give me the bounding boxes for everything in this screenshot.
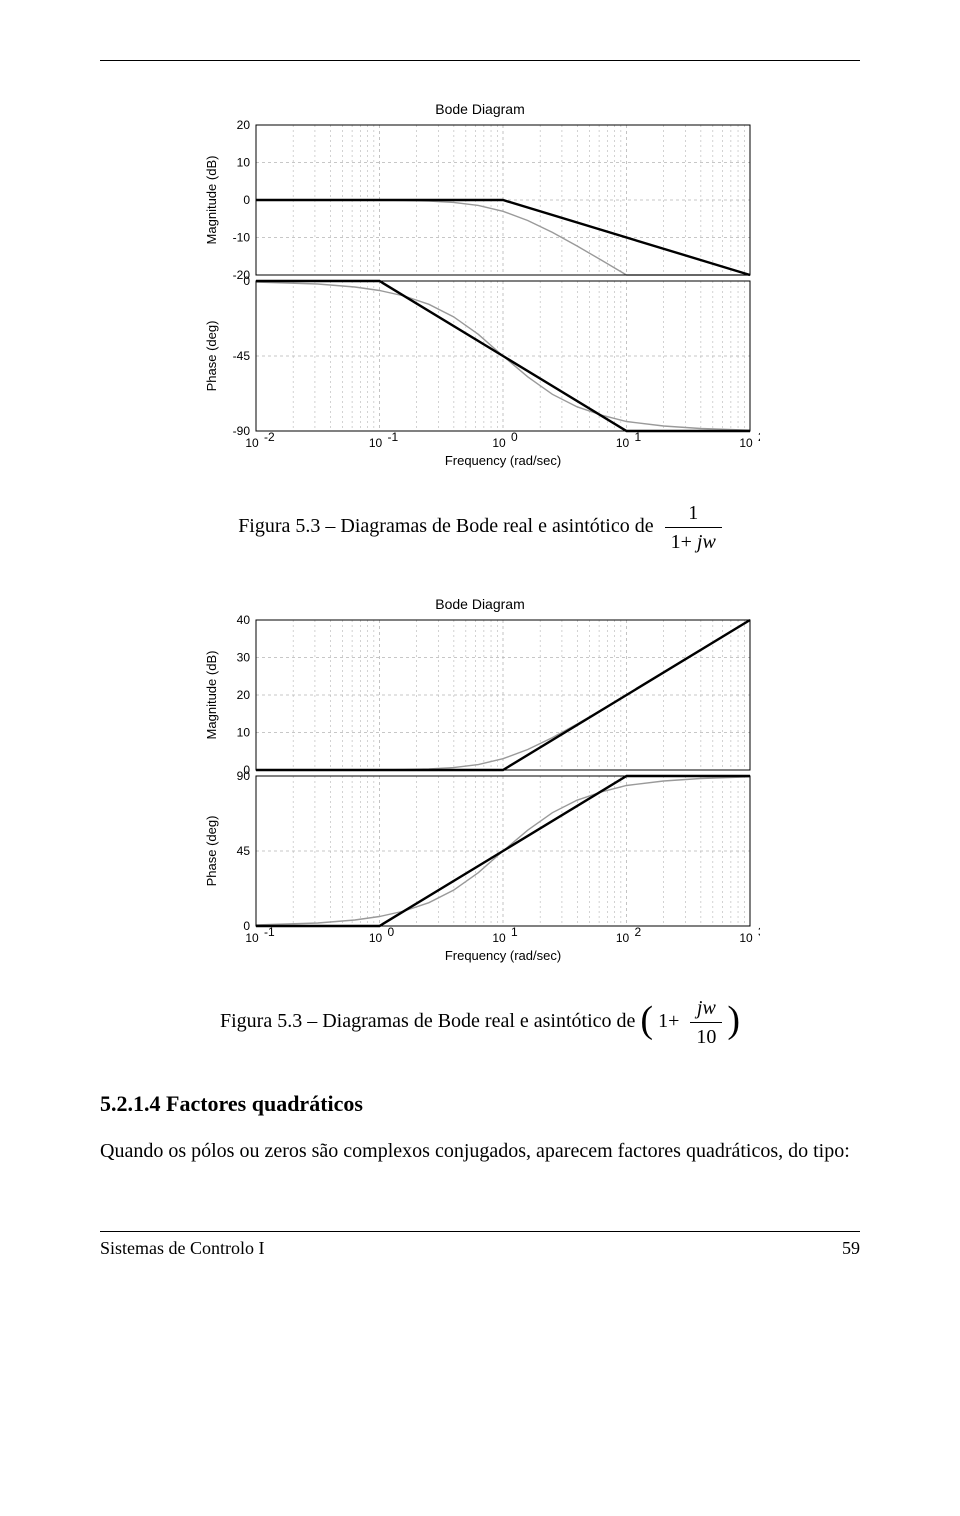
svg-text:2: 2 (635, 925, 642, 939)
page: Bode Diagram 20100-10-20Magnitude (dB)0-… (0, 0, 960, 1299)
caption-2-fraction: jw 10 (690, 994, 722, 1051)
svg-text:Magnitude (dB): Magnitude (dB) (204, 156, 219, 245)
svg-text:Phase (deg): Phase (deg) (204, 816, 219, 887)
section-body: Quando os pólos ou zeros são complexos c… (100, 1131, 860, 1171)
caption-1-fraction: 1 1+ jw (665, 499, 722, 556)
svg-text:0: 0 (511, 430, 518, 444)
caption-1-text: Figura 5.3 – Diagramas de Bode real e as… (238, 515, 653, 537)
svg-text:Magnitude (dB): Magnitude (dB) (204, 651, 219, 740)
caption-2: Figura 5.3 – Diagramas de Bode real e as… (100, 994, 860, 1051)
caption-2-lparen: ( (640, 999, 653, 1041)
svg-text:2: 2 (758, 430, 760, 444)
chart-title-2: Bode Diagram (200, 596, 760, 612)
svg-text:10: 10 (369, 436, 383, 450)
svg-text:10: 10 (492, 931, 506, 945)
svg-text:1: 1 (511, 925, 518, 939)
svg-text:Frequency (rad/sec): Frequency (rad/sec) (445, 948, 561, 963)
svg-text:10: 10 (245, 931, 259, 945)
svg-text:10: 10 (369, 931, 383, 945)
svg-text:10: 10 (739, 931, 753, 945)
footer-right: 59 (842, 1238, 860, 1259)
bode-svg-2: 403020100Magnitude (dB)90450Phase (deg)1… (200, 614, 760, 974)
svg-text:1: 1 (635, 430, 642, 444)
bode-figure-1: Bode Diagram 20 10 0 -10 -2 0 Magnitude (dB) 0 -… (200, 101, 760, 479)
svg-text:0: 0 (243, 274, 250, 288)
caption-1: Figura 5.3 – Diagramas de Bode real e as… (100, 499, 860, 556)
caption-2-expr: 1+ jw 10 (658, 994, 722, 1051)
svg-text:0: 0 (388, 925, 395, 939)
svg-text:45: 45 (237, 844, 251, 858)
svg-text:Frequency (rad/sec): Frequency (rad/sec) (445, 453, 561, 468)
svg-text:-1: -1 (388, 430, 399, 444)
svg-text:90: 90 (237, 769, 251, 783)
svg-text:-2: -2 (264, 430, 275, 444)
chart-title-1: Bode Diagram (200, 101, 760, 117)
svg-text:40: 40 (237, 614, 251, 627)
svg-text:Phase (deg): Phase (deg) (204, 321, 219, 392)
svg-text:0: 0 (243, 193, 250, 207)
svg-text:10: 10 (237, 726, 251, 740)
svg-text:10: 10 (739, 436, 753, 450)
svg-text:-45: -45 (233, 349, 251, 363)
top-rule (100, 60, 860, 61)
svg-text:10: 10 (492, 436, 506, 450)
svg-text:20: 20 (237, 119, 251, 132)
svg-text:20: 20 (237, 688, 251, 702)
svg-text:10: 10 (245, 436, 259, 450)
svg-text:3: 3 (758, 925, 760, 939)
caption-1-numerator: 1 (665, 499, 722, 528)
footer: Sistemas de Controlo I 59 (100, 1238, 860, 1259)
svg-text:10: 10 (237, 156, 251, 170)
bode-svg-1: 20100-10-20Magnitude (dB)0-45-90Phase (d… (200, 119, 760, 479)
bode-figure-2: Bode Diagram 40 30 20 10 0 Magnitude (dB) 90 45… (200, 596, 760, 974)
svg-text:-10: -10 (233, 231, 251, 245)
footer-rule (100, 1231, 860, 1232)
caption-2-text: Figura 5.3 – Diagramas de Bode real e as… (220, 1010, 635, 1032)
caption-2-rparen: ) (727, 999, 740, 1041)
section-heading: 5.2.1.4 Factores quadráticos (100, 1091, 860, 1117)
footer-left: Sistemas de Controlo I (100, 1238, 265, 1259)
svg-text:10: 10 (616, 436, 630, 450)
caption-1-denominator: 1+ jw (665, 528, 722, 556)
svg-text:10: 10 (616, 931, 630, 945)
svg-text:-1: -1 (264, 925, 275, 939)
svg-text:30: 30 (237, 651, 251, 665)
